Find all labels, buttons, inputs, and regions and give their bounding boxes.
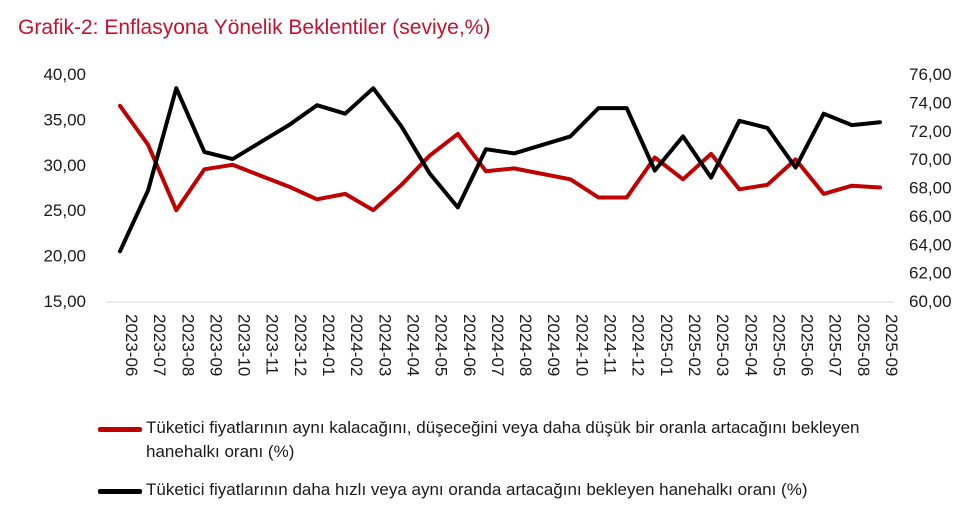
legend-swatch-series-2 <box>98 489 142 494</box>
left-tick-label: 15,00 <box>43 292 86 311</box>
left-tick-label: 30,00 <box>43 156 86 175</box>
series-line-1 <box>118 103 882 213</box>
x-tick-label: 2024-06 <box>460 314 479 376</box>
right-tick-label: 62,00 <box>909 264 952 283</box>
left-tick-label: 40,00 <box>43 65 86 84</box>
right-tick-label: 74,00 <box>909 93 952 112</box>
x-tick-label: 2025-04 <box>741 314 760 376</box>
x-tick-label: 2024-09 <box>544 314 563 376</box>
x-tick-label: 2024-08 <box>516 314 535 376</box>
x-tick-label: 2023-10 <box>235 314 254 376</box>
right-tick-label: 76,00 <box>909 65 952 84</box>
x-tick-label: 2024-11 <box>601 314 620 375</box>
x-tick-label: 2023-06 <box>122 314 141 376</box>
x-tick-label: 2023-11 <box>263 314 282 375</box>
x-tick-label: 2023-09 <box>206 314 225 376</box>
x-tick-label: 2025-08 <box>854 314 873 376</box>
x-tick-label: 2024-05 <box>432 314 451 376</box>
x-tick-label: 2025-06 <box>798 314 817 376</box>
x-tick-label: 2025-05 <box>769 314 788 376</box>
line-chart: 15,00 20,00 25,00 30,00 35,00 40,00 60,00 62,0… <box>43 65 952 376</box>
legend-label-series-2: Tüketici fiyatlarının daha hızlı veya ay… <box>146 480 808 499</box>
x-tick-label: 2025-07 <box>826 314 845 376</box>
x-tick-label: 2023-07 <box>150 314 169 376</box>
series-lines <box>118 86 882 254</box>
x-tick-label: 2025-03 <box>713 314 732 376</box>
right-tick-label: 66,00 <box>909 207 952 226</box>
left-tick-label: 20,00 <box>43 247 86 266</box>
x-axis-ticks: 2023-06 2023-07 2023-08 2023-09 2023-10 2023-… <box>122 314 901 376</box>
x-tick-label: 2025-02 <box>685 314 704 376</box>
x-tick-label: 2023-12 <box>291 314 310 376</box>
legend-swatch-series-1 <box>98 427 142 432</box>
right-axis-ticks: 60,00 62,00 64,00 66,00 68,00 70,00 72,00 74,00… <box>909 65 952 311</box>
x-tick-label: 2024-07 <box>488 314 507 376</box>
right-tick-label: 64,00 <box>909 235 952 254</box>
x-tick-label: 2023-08 <box>178 314 197 376</box>
left-tick-label: 35,00 <box>43 110 86 129</box>
legend-label-series-1: Tüketici fiyatlarının aynı kalacağını, d… <box>146 418 860 461</box>
left-axis-ticks: 15,00 20,00 25,00 30,00 35,00 40,00 <box>43 65 86 311</box>
series-line-2 <box>118 86 882 254</box>
chart-title: Grafik-2: Enflasyona Yönelik Beklentiler… <box>18 16 491 39</box>
x-tick-label: 2025-01 <box>657 314 676 376</box>
right-tick-label: 68,00 <box>909 179 952 198</box>
x-tick-label: 2024-03 <box>375 314 394 376</box>
x-tick-label: 2024-04 <box>403 314 422 376</box>
right-tick-label: 60,00 <box>909 292 952 311</box>
x-tick-label: 2024-10 <box>572 314 591 376</box>
right-tick-label: 70,00 <box>909 150 952 169</box>
right-tick-label: 72,00 <box>909 122 952 141</box>
x-tick-label: 2024-01 <box>319 314 338 376</box>
x-tick-label: 2024-02 <box>347 314 366 376</box>
left-tick-label: 25,00 <box>43 201 86 220</box>
x-tick-label: 2024-12 <box>629 314 648 376</box>
x-tick-label: 2025-09 <box>882 314 901 376</box>
